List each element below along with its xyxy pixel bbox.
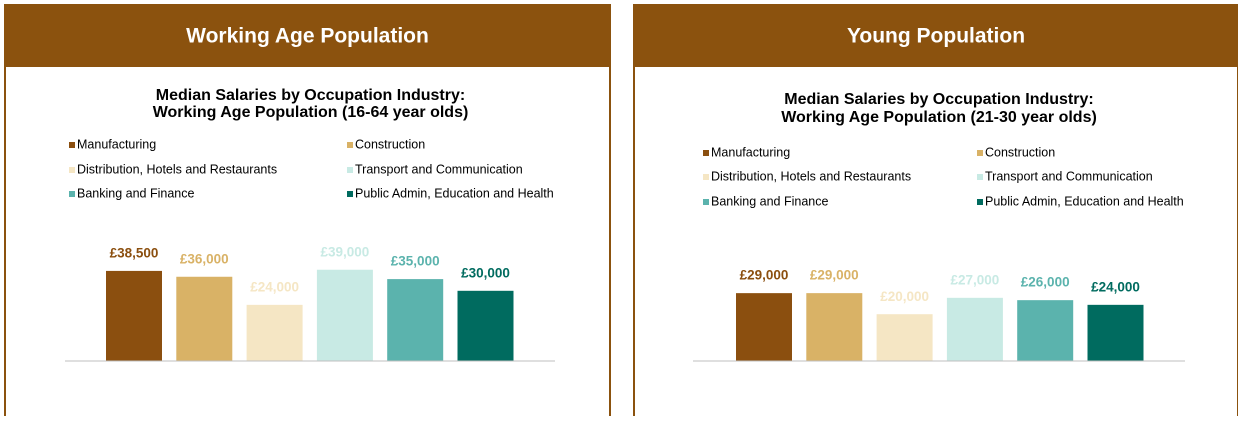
chart-title: Working Age Population (21-30 year olds): [781, 109, 1097, 126]
data-label: £24,000: [1091, 279, 1140, 294]
data-label: £39,000: [320, 244, 369, 259]
panel-title: Working Age Population: [186, 25, 429, 48]
legend-swatch: [977, 174, 983, 180]
legend-label: Public Admin, Education and Health: [355, 186, 554, 200]
legend-label: Public Admin, Education and Health: [985, 194, 1184, 208]
legend-label: Banking and Finance: [77, 186, 194, 200]
data-label: £27,000: [950, 272, 999, 287]
panel-title: Young Population: [847, 25, 1025, 48]
legend-swatch: [977, 199, 983, 205]
bar: [316, 269, 373, 361]
bar: [176, 276, 233, 361]
chart-title: Working Age Population (16-64 year olds): [153, 104, 469, 121]
data-label: £30,000: [461, 265, 510, 280]
legend-label: Banking and Finance: [711, 194, 828, 208]
legend-swatch: [69, 167, 75, 173]
bar: [946, 297, 1003, 361]
panel-header: [5, 5, 610, 67]
legend-swatch: [703, 199, 709, 205]
bar: [876, 314, 933, 361]
legend-label: Distribution, Hotels and Restaurants: [711, 169, 911, 183]
legend-swatch: [69, 191, 75, 197]
legend-swatch: [69, 142, 75, 148]
legend-swatch: [347, 167, 353, 173]
bar: [387, 279, 444, 361]
legend-label: Construction: [985, 145, 1055, 159]
legend-label: Distribution, Hotels and Restaurants: [77, 162, 277, 176]
legend-label: Manufacturing: [77, 137, 156, 151]
legend-label: Transport and Communication: [985, 169, 1153, 183]
legend-swatch: [347, 142, 353, 148]
bar: [736, 293, 792, 361]
bar: [106, 270, 162, 361]
data-label: £38,500: [110, 245, 159, 260]
data-label: £24,000: [250, 279, 299, 294]
legend-swatch: [347, 191, 353, 197]
legend-swatch: [703, 174, 709, 180]
data-label: £35,000: [391, 254, 440, 269]
data-label: £29,000: [740, 268, 789, 283]
legend-swatch: [703, 150, 709, 156]
legend-label: Construction: [355, 137, 425, 151]
bar: [1017, 300, 1074, 361]
panel-header: [634, 5, 1238, 67]
data-label: £20,000: [880, 289, 929, 304]
bar: [246, 304, 303, 361]
data-label: £26,000: [1021, 275, 1070, 290]
legend-swatch: [977, 150, 983, 156]
chart-title: Median Salaries by Occupation Industry:: [156, 87, 465, 104]
data-label: £36,000: [180, 251, 229, 266]
data-label: £29,000: [810, 268, 859, 283]
legend-label: Transport and Communication: [355, 162, 523, 176]
bar: [806, 293, 863, 361]
bar: [1087, 304, 1144, 361]
legend-label: Manufacturing: [711, 145, 790, 159]
chart-title: Median Salaries by Occupation Industry:: [784, 91, 1093, 108]
bar: [457, 290, 514, 361]
